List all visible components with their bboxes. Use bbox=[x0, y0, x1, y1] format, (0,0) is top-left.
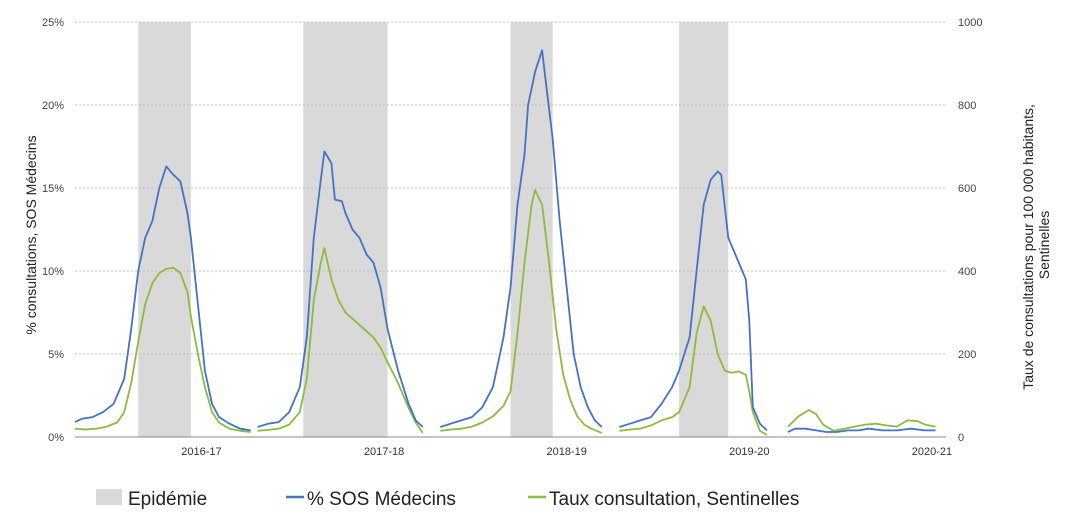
right-axis-title-line-1: Taux de consultations pour 100 000 habit… bbox=[1020, 104, 1036, 390]
epidemic-bands bbox=[138, 22, 729, 437]
sentinelles-line bbox=[619, 305, 768, 436]
left-tick-label: 15% bbox=[42, 183, 64, 195]
season-label: 2020-21 bbox=[912, 446, 952, 458]
legend-epidemic-swatch bbox=[96, 489, 122, 505]
epidemic-band bbox=[679, 22, 729, 437]
epidemic-band bbox=[138, 22, 191, 437]
legend-sentinelles-label: Taux consultation, Sentinelles bbox=[549, 489, 799, 510]
right-axis-title: Taux de consultations pour 100 000 habit… bbox=[1020, 100, 1052, 390]
sentinelles-line bbox=[787, 409, 936, 432]
epidemic-band bbox=[303, 22, 388, 437]
legend: Epidémie % SOS Médecins Taux consultatio… bbox=[96, 489, 799, 510]
season-label: 2019-20 bbox=[729, 446, 769, 458]
right-axis-title-line-2: Sentinelles bbox=[1036, 211, 1052, 280]
legend-sos-label: % SOS Médecins bbox=[307, 489, 456, 510]
right-tick-label: 800 bbox=[958, 100, 976, 112]
sos-medecins-line bbox=[257, 150, 424, 428]
left-tick-label: 0% bbox=[48, 432, 64, 444]
right-tick-label: 0 bbox=[958, 432, 964, 444]
left-axis-title: % consultations, SOS Médecins bbox=[23, 135, 39, 334]
sentinelles-line bbox=[74, 266, 251, 433]
left-tick-label: 10% bbox=[42, 266, 64, 278]
sentinelles-line bbox=[440, 189, 603, 434]
sos-medecins-line bbox=[787, 427, 936, 433]
series bbox=[74, 49, 936, 436]
x-axis: 2016-17 2017-18 2018-19 2019-20 2020-21 bbox=[181, 446, 952, 458]
gridlines bbox=[75, 21, 946, 355]
left-tick-label: 25% bbox=[42, 17, 64, 29]
right-tick-label: 1000 bbox=[958, 17, 982, 29]
sos-medecins-line bbox=[619, 170, 768, 432]
right-tick-label: 400 bbox=[958, 266, 976, 278]
season-label: 2018-19 bbox=[547, 446, 587, 458]
right-tick-label: 600 bbox=[958, 183, 976, 195]
sentinelles-line bbox=[257, 247, 424, 434]
left-tick-label: 5% bbox=[48, 349, 64, 361]
right-tick-label: 200 bbox=[958, 349, 976, 361]
legend-epidemic-label: Epidémie bbox=[128, 489, 207, 510]
right-y-axis: 0 200 400 600 800 1000 bbox=[958, 17, 982, 444]
left-y-axis: 0% 5% 10% 15% 20% 25% bbox=[42, 17, 64, 444]
sos-medecins-line bbox=[74, 165, 251, 432]
season-label: 2016-17 bbox=[181, 446, 221, 458]
sos-medecins-line bbox=[440, 49, 603, 428]
left-tick-label: 20% bbox=[42, 100, 64, 112]
season-label: 2017-18 bbox=[364, 446, 404, 458]
